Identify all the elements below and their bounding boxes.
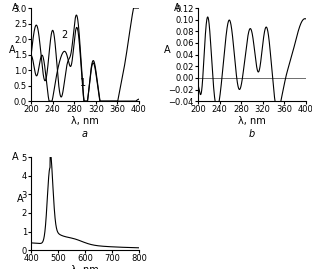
Text: b: b [249,129,255,139]
Text: 1: 1 [80,78,86,88]
Text: a: a [82,129,88,139]
X-axis label: λ, nm: λ, nm [238,116,266,126]
Y-axis label: A: A [9,45,16,55]
X-axis label: λ, nm: λ, nm [71,116,99,126]
X-axis label: λ, nm: λ, nm [71,265,99,269]
Text: 2: 2 [61,30,67,40]
Text: A: A [12,3,18,13]
Text: A: A [12,152,18,162]
Y-axis label: A: A [17,194,24,204]
Y-axis label: A: A [164,45,170,55]
Text: A: A [174,3,181,13]
